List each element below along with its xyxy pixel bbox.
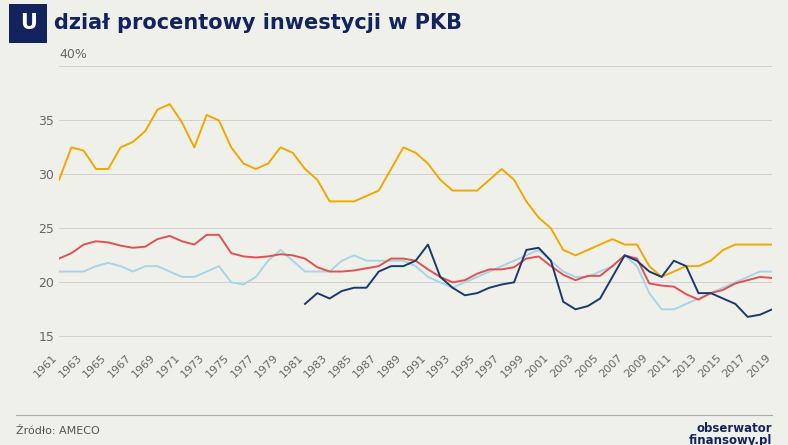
Text: dział procentowy inwestycji w PKB: dział procentowy inwestycji w PKB xyxy=(54,13,462,33)
Text: 40%: 40% xyxy=(59,48,87,61)
Bar xyxy=(9,4,47,43)
Text: Źródło: AMECO: Źródło: AMECO xyxy=(16,426,99,436)
Text: obserwator: obserwator xyxy=(697,422,772,436)
Text: finansowy.pl: finansowy.pl xyxy=(689,434,772,445)
Text: U: U xyxy=(20,13,37,33)
